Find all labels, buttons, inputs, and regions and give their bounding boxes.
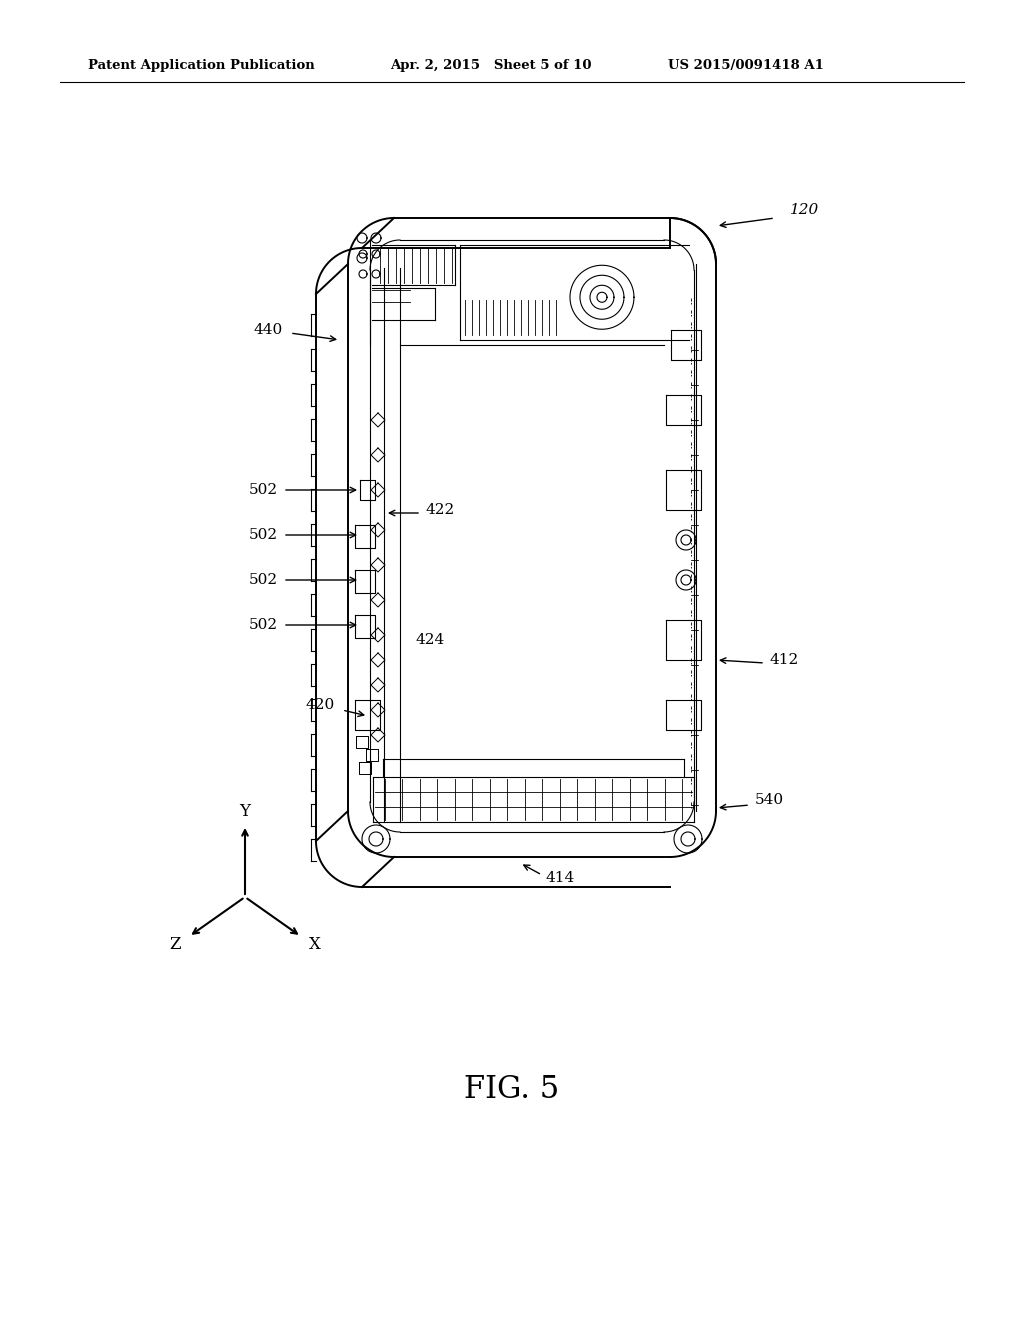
Text: Y: Y (240, 804, 251, 821)
Text: Patent Application Publication: Patent Application Publication (88, 58, 314, 71)
Text: 540: 540 (755, 793, 784, 807)
Text: 414: 414 (545, 871, 574, 884)
Text: 502: 502 (249, 618, 278, 632)
Text: FIG. 5: FIG. 5 (464, 1074, 560, 1106)
Text: US 2015/0091418 A1: US 2015/0091418 A1 (668, 58, 824, 71)
Text: Z: Z (169, 936, 180, 953)
Text: 440: 440 (254, 323, 283, 337)
Text: 502: 502 (249, 528, 278, 543)
Text: 120: 120 (790, 203, 819, 216)
Text: X: X (309, 936, 322, 953)
Text: 502: 502 (249, 573, 278, 587)
Text: 412: 412 (770, 653, 800, 667)
Text: 420: 420 (306, 698, 335, 711)
Text: Apr. 2, 2015   Sheet 5 of 10: Apr. 2, 2015 Sheet 5 of 10 (390, 58, 592, 71)
Text: 502: 502 (249, 483, 278, 498)
Text: 424: 424 (415, 634, 444, 647)
Text: 422: 422 (425, 503, 455, 517)
